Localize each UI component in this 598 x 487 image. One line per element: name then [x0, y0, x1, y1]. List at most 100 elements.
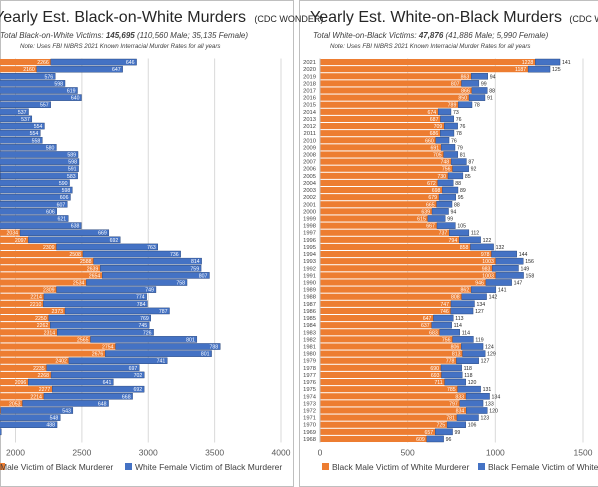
right-label-female: 94	[490, 74, 496, 80]
right-bar-male	[320, 87, 472, 94]
year-label: 2017	[303, 89, 316, 95]
right-bar-male	[320, 279, 486, 286]
left-label-female: 745	[139, 323, 148, 329]
year-label: 1986	[303, 309, 316, 315]
left-bar-female	[0, 421, 58, 428]
year-label: 2005	[303, 174, 316, 180]
right-bar-male	[320, 158, 452, 165]
left-bars: 2266646216064717235761775598184861918576…	[0, 58, 221, 436]
right-bar-male	[320, 122, 445, 130]
left-label-female: 749	[145, 288, 154, 294]
left-label-male: 2309	[43, 288, 55, 294]
left-bar-male	[0, 378, 29, 386]
left-label-female: 787	[159, 309, 168, 315]
left-label-female: 607	[57, 202, 66, 208]
left-bar-female	[43, 300, 148, 308]
left-bar-female	[0, 122, 45, 130]
right-x-axis: 0 500 1000 1500	[318, 58, 593, 458]
left-label-male: 2250	[35, 316, 47, 322]
right-bar-female	[458, 101, 473, 108]
left-bar-male	[0, 258, 94, 265]
year-label: 1992	[303, 266, 316, 272]
right-label-male: 687	[430, 117, 439, 123]
right-label-female: 114	[462, 330, 470, 336]
left-bar-male	[0, 229, 21, 236]
right-bar-female	[461, 293, 487, 300]
right-label-female: 144	[519, 252, 528, 258]
left-bar-female	[100, 265, 202, 272]
left-bar-male	[0, 336, 91, 343]
left-bar-female	[46, 364, 140, 372]
left-bar-male	[0, 58, 51, 66]
right-bar-female	[439, 329, 460, 336]
year-label: 1977	[303, 373, 316, 379]
right-label-male: 794	[449, 238, 458, 244]
right-label-female: 99	[481, 81, 487, 87]
right-chart-note: Note: Uses FBI NIBRS 2021 Known Interrac…	[330, 43, 531, 50]
right-legend-female: Black Female Victim of White M	[488, 462, 598, 472]
left-label-female: 646	[126, 60, 135, 66]
right-bar-male	[320, 314, 434, 322]
right-bar-female	[452, 336, 474, 343]
right-bar-female	[440, 115, 454, 123]
right-bar-female	[444, 378, 466, 386]
year-label: 1983	[303, 330, 316, 336]
left-label-female: 543	[62, 409, 71, 415]
right-label-male: 672	[427, 181, 436, 187]
left-label-female: 537	[18, 110, 27, 116]
left-label-female: 621	[58, 217, 67, 223]
right-chart-title: Yearly Est. White-on-Black Murders (CDC …	[310, 9, 598, 26]
right-label-female: 147	[514, 281, 523, 287]
left-bar-male	[0, 314, 49, 322]
right-bar-male	[320, 250, 492, 258]
right-bar-male	[320, 130, 441, 137]
left-bar-female	[0, 115, 33, 123]
right-title-suffix: (CDC WONDER)	[569, 14, 598, 24]
year-label: 1984	[303, 323, 317, 329]
right-x-tick-label: 1000	[486, 448, 505, 458]
year-label: 1993	[303, 259, 316, 265]
left-chart-title: Yearly Est. Black-on-White Murders (CDC …	[0, 9, 323, 26]
right-label-female: 96	[446, 437, 452, 443]
year-label: 1969	[303, 430, 316, 436]
right-label-female: 124	[485, 345, 494, 351]
year-label: 1994	[303, 252, 317, 258]
right-bar-male	[320, 208, 433, 215]
right-label-male: 862	[460, 288, 469, 294]
left-label-female: 647	[112, 67, 121, 73]
right-label-female: 88	[454, 202, 460, 208]
right-bar-male	[320, 336, 453, 343]
right-bar-female	[459, 236, 481, 244]
right-bar-male	[320, 172, 448, 179]
left-label-male: 2268	[38, 373, 50, 379]
right-bar-female	[444, 122, 458, 130]
year-label: 2006	[303, 167, 316, 173]
left-gridlines	[15, 58, 282, 443]
right-bar-male	[320, 357, 457, 364]
right-label-female: 149	[520, 266, 529, 272]
left-bar-female	[0, 158, 80, 165]
left-bar-male	[0, 407, 1, 414]
right-label-female: 118	[464, 373, 472, 379]
right-bar-female	[437, 108, 452, 116]
right-bar-female	[471, 87, 488, 94]
right-bar-female	[466, 407, 488, 414]
right-label-male: 866	[461, 89, 470, 95]
right-label-female: 156	[525, 259, 534, 265]
right-bar-male	[320, 186, 443, 194]
left-label-female: 558	[32, 138, 41, 144]
right-label-male: 725	[436, 423, 445, 429]
left-bar-female	[86, 279, 188, 286]
right-bar-female	[459, 400, 484, 407]
right-label-male: 615	[417, 217, 426, 223]
right-label-female: 114	[454, 323, 462, 329]
right-bar-female	[461, 80, 480, 87]
right-label-female: 88	[489, 89, 495, 95]
right-bar-female	[449, 229, 470, 236]
right-bar-female	[450, 300, 475, 308]
right-bar-female	[443, 151, 459, 158]
year-label: 1989	[303, 288, 316, 294]
right-label-male: 778	[446, 359, 455, 365]
right-bar-male	[320, 229, 450, 236]
left-bar-female	[28, 378, 114, 386]
